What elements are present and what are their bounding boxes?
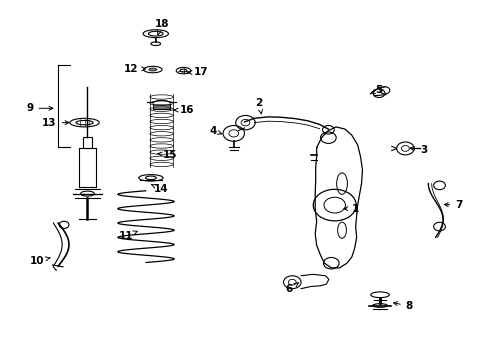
- Text: 17: 17: [187, 67, 208, 77]
- Text: 18: 18: [154, 19, 168, 35]
- Text: 4: 4: [209, 126, 222, 135]
- Text: 3: 3: [409, 144, 427, 154]
- Text: 13: 13: [42, 118, 69, 128]
- Text: 11: 11: [119, 231, 137, 240]
- Text: 7: 7: [444, 200, 462, 210]
- Text: 16: 16: [174, 105, 194, 115]
- Text: 12: 12: [124, 64, 145, 74]
- Text: 10: 10: [30, 256, 50, 266]
- Text: 14: 14: [151, 184, 168, 194]
- Bar: [82, 137, 92, 148]
- Text: 5: 5: [370, 85, 382, 95]
- Text: 1: 1: [343, 204, 359, 214]
- Text: 2: 2: [255, 98, 262, 114]
- Ellipse shape: [149, 68, 157, 71]
- Text: 9: 9: [26, 103, 53, 113]
- Text: 8: 8: [393, 301, 412, 311]
- Text: 6: 6: [285, 283, 298, 294]
- Text: 15: 15: [157, 150, 177, 160]
